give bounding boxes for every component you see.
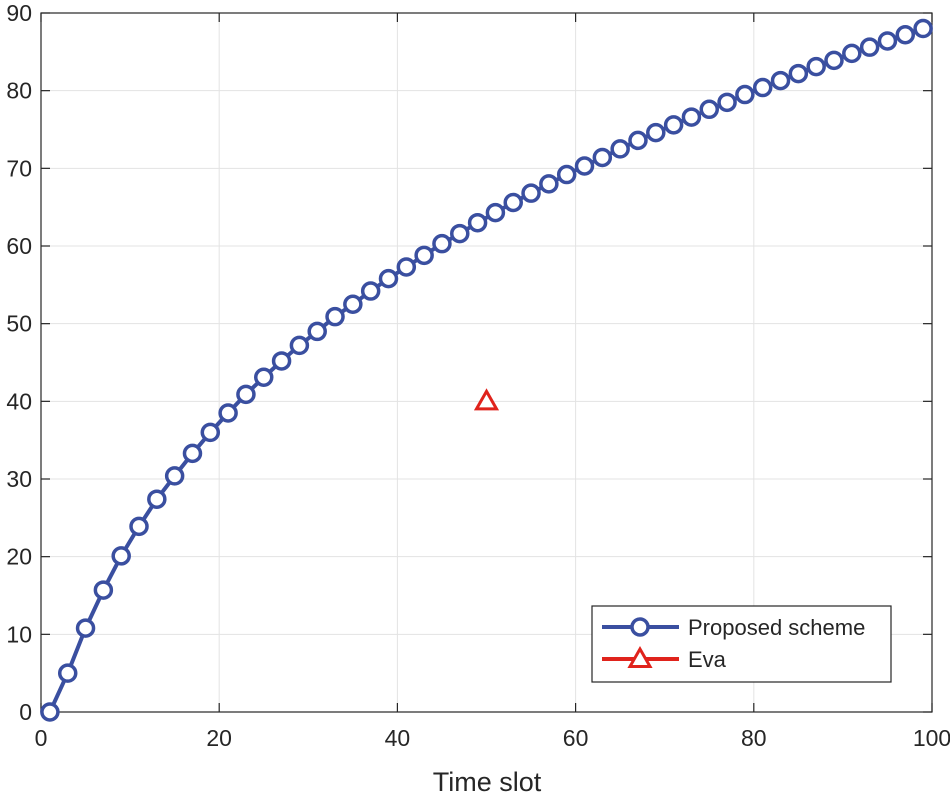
y-tick-label: 70 (6, 155, 32, 181)
data-point (806, 56, 826, 77)
y-tick-label: 10 (6, 621, 32, 647)
x-tick-label: 0 (35, 725, 48, 751)
data-point (396, 257, 417, 277)
data-point (895, 24, 916, 45)
axes: 0 20 40 60 80 100 0 10 20 30 40 50 60 70 80 90 (6, 0, 950, 751)
data-point (752, 77, 773, 98)
data-point (271, 351, 292, 371)
x-tick-label: 20 (206, 725, 232, 751)
data-point (646, 122, 666, 143)
data-point (129, 516, 149, 537)
data-point (556, 164, 577, 185)
data-point (432, 233, 452, 254)
data-point (147, 489, 167, 509)
data-point (111, 546, 131, 566)
data-point (877, 31, 898, 51)
x-tick-label: 100 (913, 725, 950, 751)
data-point (378, 268, 399, 289)
legend-marker (627, 645, 653, 668)
x-axis-label: Time slot (433, 767, 542, 797)
data-point (289, 335, 310, 356)
data-point (610, 139, 630, 159)
data-point (628, 130, 648, 151)
y-tick-label: 80 (6, 78, 32, 104)
data-point (467, 212, 488, 233)
data-point (717, 92, 737, 113)
data-point (414, 245, 434, 266)
data-point (859, 37, 880, 57)
data-point (485, 202, 506, 223)
grid (40, 12, 933, 713)
y-tick-label: 30 (6, 466, 32, 492)
data-point (842, 43, 862, 64)
data-point (592, 147, 613, 168)
data-point (164, 466, 185, 486)
y-tick-label: 90 (6, 0, 32, 26)
data-point (574, 156, 595, 176)
data-point (75, 618, 96, 638)
data-point (236, 384, 256, 405)
data-point (254, 367, 274, 388)
legend-marker (630, 617, 650, 637)
data-point (450, 223, 470, 244)
data-point (913, 18, 933, 39)
y-tick-label: 40 (6, 388, 32, 414)
data-point (182, 443, 203, 464)
y-tick-label: 0 (19, 699, 32, 725)
x-tick-label: 60 (563, 725, 589, 751)
data-point (824, 50, 844, 71)
data-point (699, 99, 719, 120)
series (40, 18, 933, 722)
x-tick-label: 40 (385, 725, 411, 751)
y-tick-label: 60 (6, 233, 32, 259)
y-tick-label: 20 (6, 544, 32, 570)
y-tick-label: 50 (6, 311, 32, 337)
data-point (663, 115, 684, 135)
data-point (57, 663, 78, 683)
data-point (735, 84, 755, 105)
legend: Proposed scheme Eva (591, 605, 892, 683)
data-point (40, 702, 60, 722)
legend-label: Eva (688, 647, 727, 672)
data-point (343, 294, 363, 314)
data-point (503, 192, 523, 213)
x-tick-label: 80 (741, 725, 767, 751)
data-point (539, 174, 559, 194)
data-point (473, 388, 500, 411)
data-point (93, 580, 114, 600)
data-point (200, 422, 221, 443)
data-point (521, 183, 541, 203)
data-point (325, 306, 345, 327)
axes-box (40, 12, 933, 713)
data-point (788, 63, 809, 84)
legend-label: Proposed scheme (688, 615, 865, 640)
data-point (360, 281, 381, 301)
data-point (307, 321, 327, 342)
data-point (218, 403, 238, 423)
data-point (770, 70, 791, 91)
plot-area (41, 13, 932, 712)
data-point (681, 107, 702, 127)
